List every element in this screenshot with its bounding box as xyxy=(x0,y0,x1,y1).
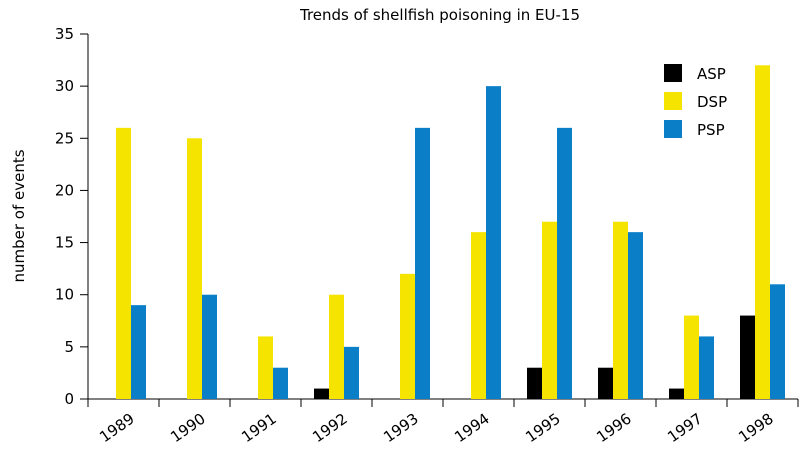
x-tick-label: 1994 xyxy=(451,410,493,447)
y-tick-label: 20 xyxy=(55,181,74,199)
y-tick-label: 35 xyxy=(55,25,74,43)
bar xyxy=(131,305,146,399)
chart-title: Trends of shellfish poisoning in EU-15 xyxy=(299,6,580,24)
legend-swatch xyxy=(664,120,682,138)
bar xyxy=(755,65,770,400)
x-tick-label: 1989 xyxy=(96,410,138,447)
bar xyxy=(314,388,329,399)
y-axis-label: number of events xyxy=(10,149,28,282)
bar xyxy=(669,388,684,399)
bar xyxy=(187,138,202,400)
bar xyxy=(415,127,430,399)
bar xyxy=(486,86,501,400)
x-tick-label: 1995 xyxy=(522,410,564,447)
bar xyxy=(770,284,785,399)
bar xyxy=(740,315,755,399)
y-tick-label: 25 xyxy=(55,129,74,147)
bar xyxy=(329,294,344,399)
bar xyxy=(471,232,486,399)
legend-label: ASP xyxy=(697,65,726,83)
y-tick-label: 30 xyxy=(55,77,74,95)
bar xyxy=(527,367,542,399)
bar xyxy=(699,336,714,399)
bar xyxy=(202,294,217,399)
y-tick-label: 5 xyxy=(64,338,74,356)
bar xyxy=(273,367,288,399)
bar xyxy=(628,232,643,399)
legend-swatch xyxy=(664,92,682,110)
x-tick-label: 1990 xyxy=(167,410,209,447)
bar xyxy=(542,221,557,399)
y-tick-label: 10 xyxy=(55,286,74,304)
bar xyxy=(613,221,628,399)
legend-swatch xyxy=(664,64,682,82)
x-tick-label: 1998 xyxy=(735,410,777,447)
x-tick-label: 1996 xyxy=(593,410,635,447)
x-tick-label: 1997 xyxy=(664,410,706,447)
bar xyxy=(684,315,699,399)
y-tick-label: 15 xyxy=(55,234,74,252)
legend-label: DSP xyxy=(697,93,727,111)
bar xyxy=(557,127,572,399)
legend-label: PSP xyxy=(697,121,725,139)
y-tick-label: 0 xyxy=(64,390,74,408)
bar xyxy=(598,367,613,399)
bar xyxy=(344,346,359,399)
x-tick-label: 1992 xyxy=(309,410,351,447)
bar xyxy=(258,336,273,399)
bar xyxy=(116,127,131,399)
x-tick-label: 1991 xyxy=(238,410,280,447)
bar xyxy=(400,273,415,399)
x-tick-label: 1993 xyxy=(380,410,422,447)
